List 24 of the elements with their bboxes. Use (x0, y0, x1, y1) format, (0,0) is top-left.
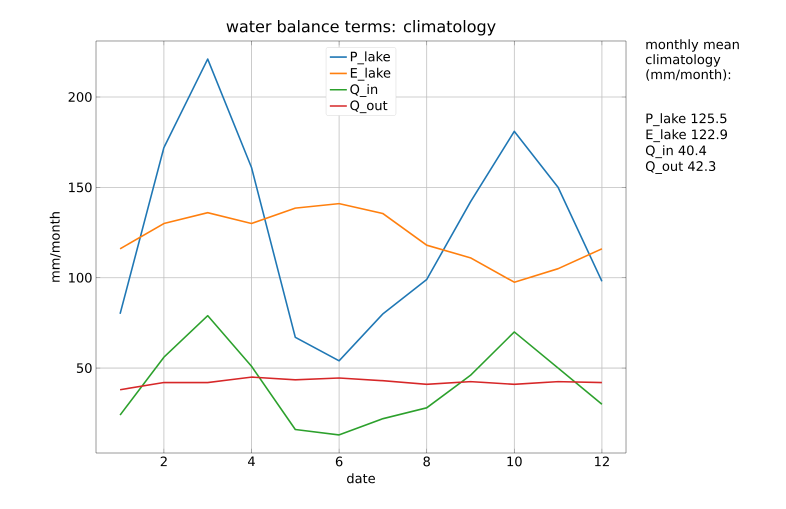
text: monthly mean climatology (mm/month): (646, 39, 739, 81)
x-tick-label: 4 (248, 456, 255, 466)
y-tick-label: 100 (69, 272, 92, 283)
text: E_lake 122.9 (646, 129, 727, 142)
text: Q_out 42.3 (646, 161, 716, 174)
x-tick-label: 10 (507, 456, 522, 466)
x-axis-title: date (347, 473, 375, 484)
x-tick-label: 2 (160, 456, 167, 466)
text: P_lake 125.5 (646, 113, 726, 126)
x-tick-label: 6 (336, 456, 342, 466)
x-tick-label: 8 (423, 456, 430, 466)
text: Q_in 40.4 (646, 145, 706, 158)
y-tick-label: 150 (69, 182, 92, 192)
x-tick-label: 12 (595, 456, 609, 466)
chart-title: water balance terms: climatology (226, 20, 496, 36)
legend-label: P_lake (350, 51, 390, 64)
line-series (119, 376, 603, 391)
line-series (119, 202, 603, 284)
y-axis-title: mm/month (50, 212, 61, 282)
y-tick-label: 50 (76, 363, 92, 373)
legend-label: Q_out (350, 100, 388, 114)
legend-label: E_lake (350, 68, 390, 81)
y-tick-label: 200 (68, 92, 92, 102)
legend-label: Q_in (350, 84, 378, 98)
